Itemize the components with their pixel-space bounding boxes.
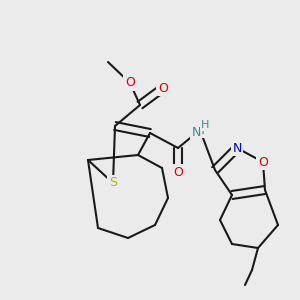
- Text: O: O: [173, 166, 183, 178]
- Text: H: H: [196, 124, 204, 136]
- Text: O: O: [258, 155, 268, 169]
- Text: H: H: [201, 120, 209, 130]
- Text: O: O: [158, 82, 168, 94]
- Text: N: N: [232, 142, 242, 154]
- Text: S: S: [109, 176, 117, 190]
- Text: N: N: [191, 125, 201, 139]
- Text: O: O: [125, 76, 135, 89]
